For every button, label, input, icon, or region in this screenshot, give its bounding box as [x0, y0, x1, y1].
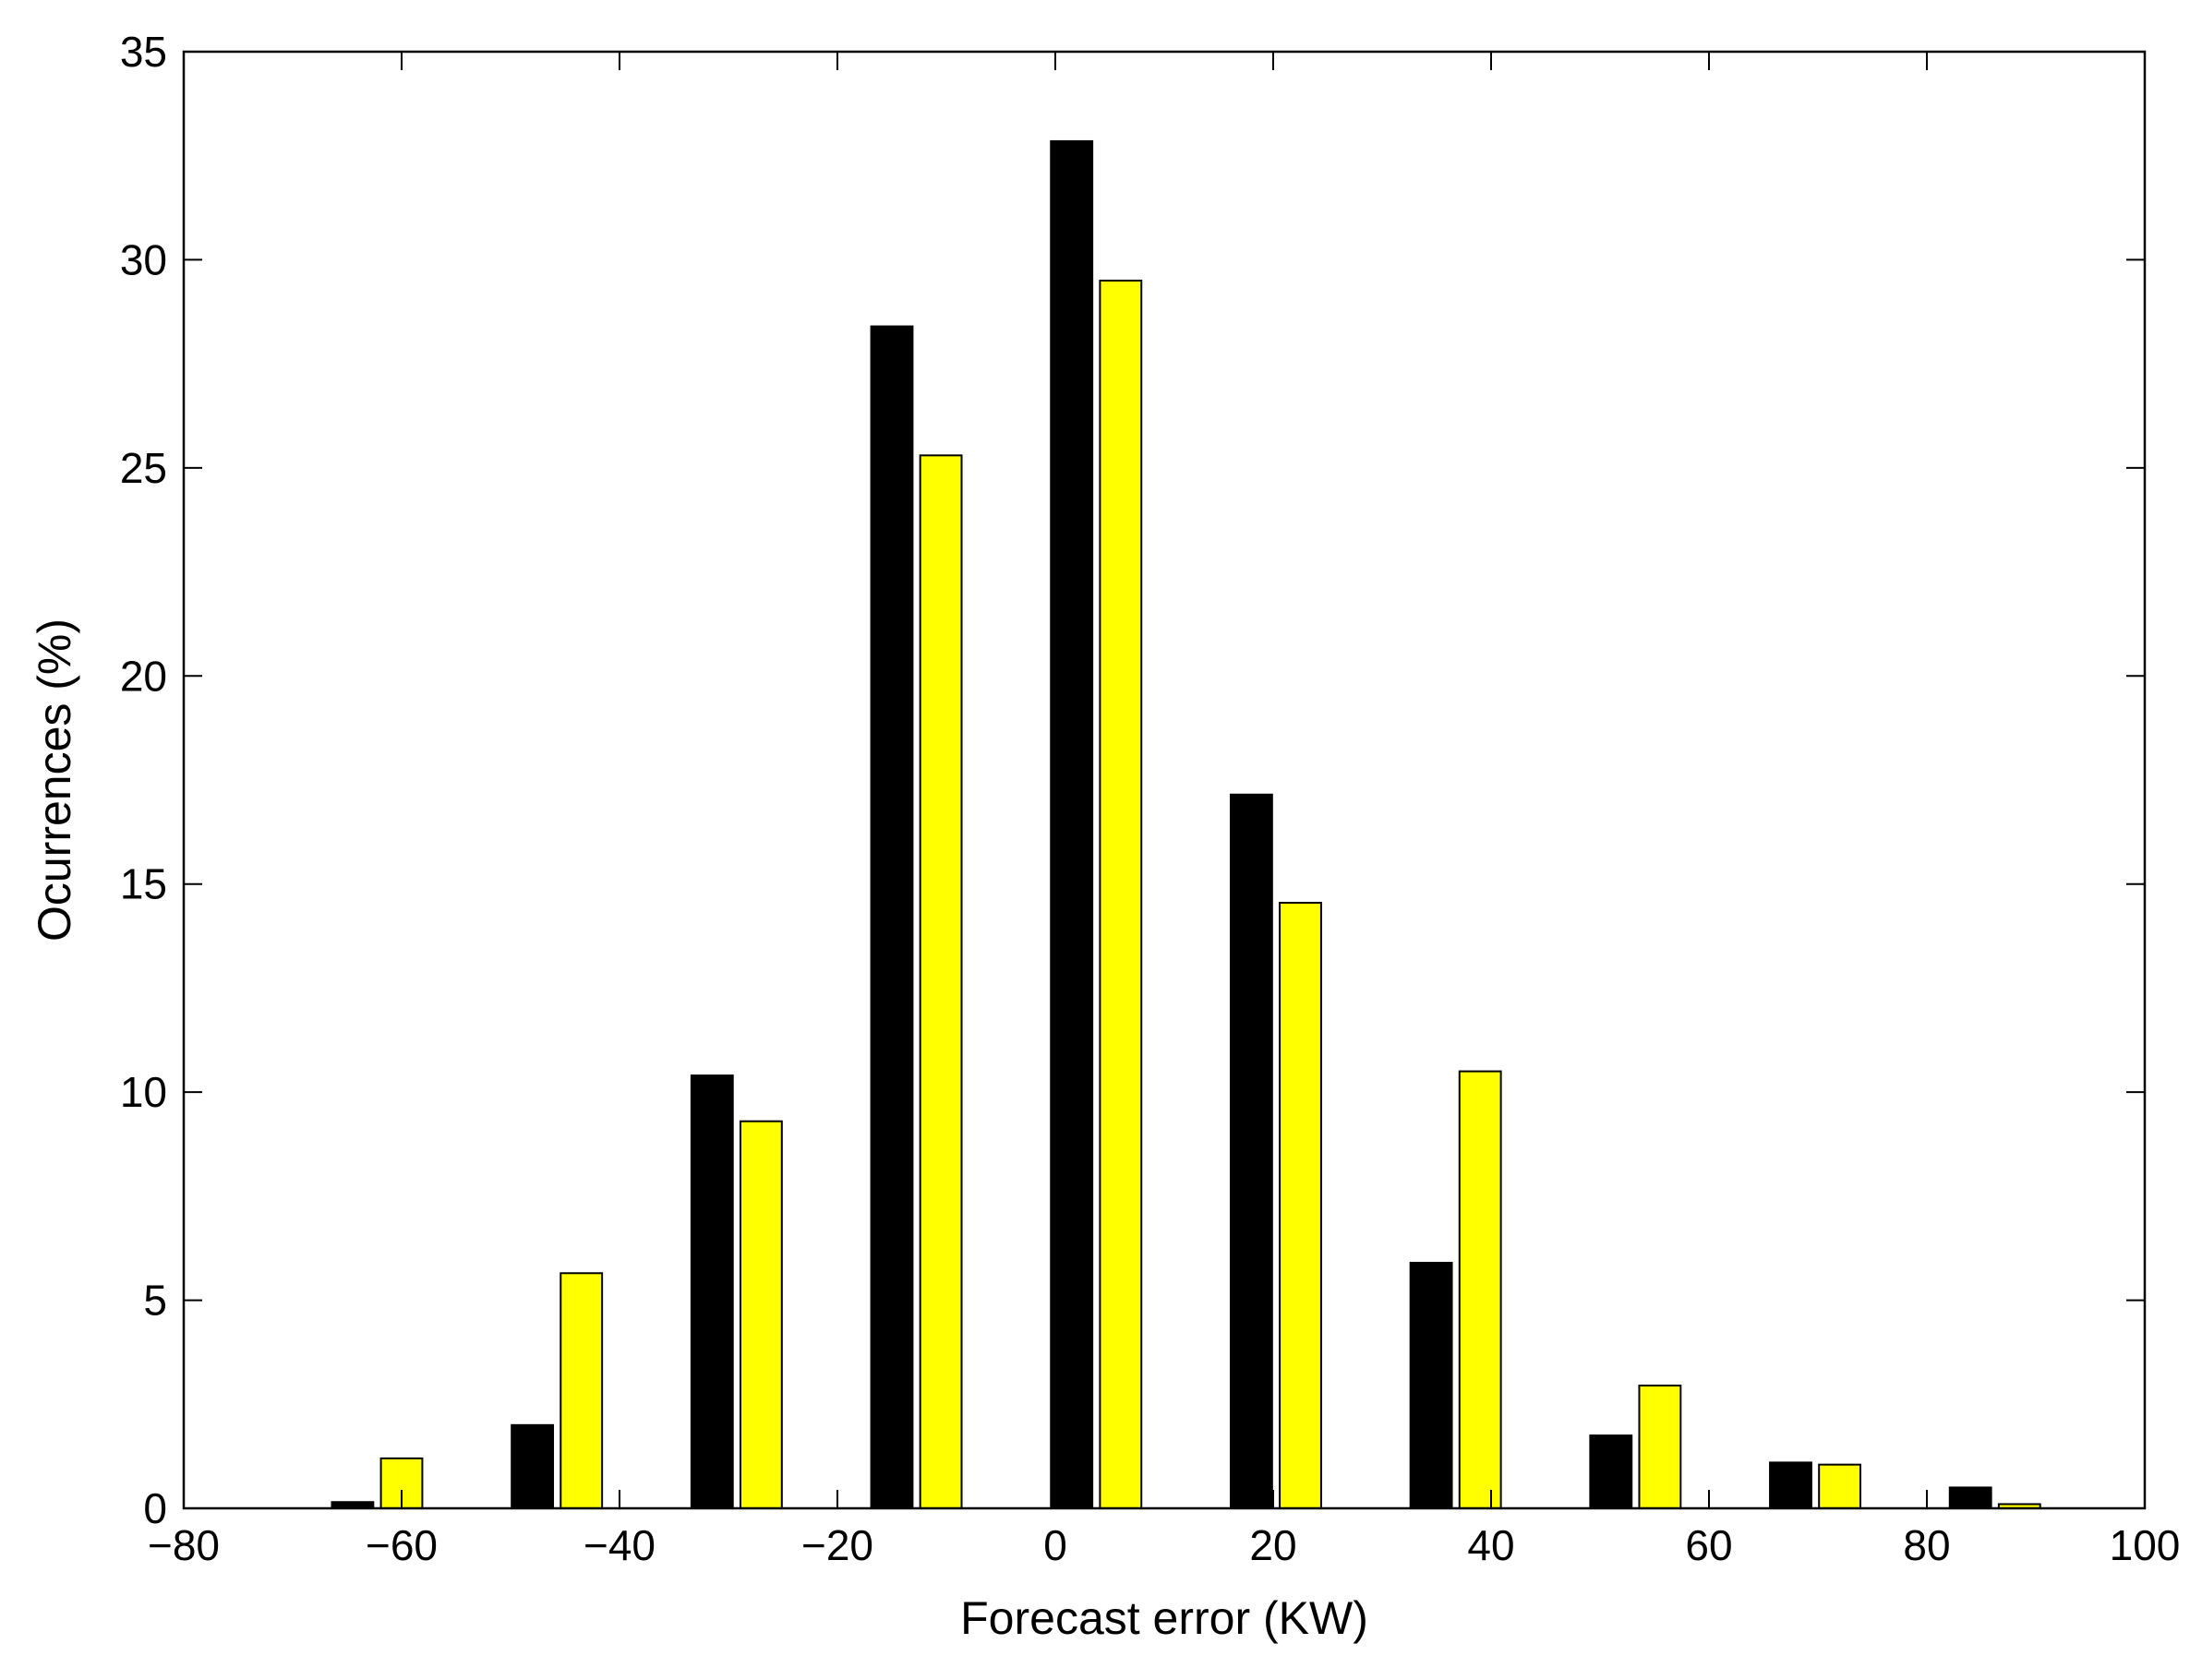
x-axis-title: Forecast error (KW) [960, 1592, 1368, 1644]
tick-labels-layer: −80 −60 −40 −20 0 20 40 60 80 100 0 5 10 15 20 25 30 35 [120, 28, 2181, 1569]
bar-series-2-2 [739, 1120, 783, 1509]
y-tick-label-2: 10 [120, 1068, 167, 1116]
bar-series-2-4 [1099, 279, 1143, 1510]
bar-series-1-6 [1409, 1261, 1453, 1509]
y-tick-label-3: 15 [120, 860, 167, 908]
x-tick-label-8: 80 [1903, 1521, 1950, 1569]
x-tick-label-2: −40 [584, 1521, 656, 1569]
bar-series-2-1 [560, 1272, 604, 1510]
bars-layer [331, 139, 2041, 1510]
x-tick-label-9: 100 [2110, 1521, 2181, 1569]
y-tick-label-5: 25 [120, 444, 167, 492]
x-tick-label-5: 20 [1249, 1521, 1296, 1569]
x-tick-label-3: −20 [801, 1521, 873, 1569]
plot-area-frame [182, 50, 2147, 1510]
bar-series-1-1 [511, 1423, 555, 1509]
bar-series-2-6 [1458, 1070, 1502, 1509]
x-tick-label-0: −80 [148, 1521, 220, 1569]
y-tick-label-4: 20 [120, 652, 167, 700]
bar-series-2-3 [919, 454, 963, 1510]
bar-series-2-7 [1638, 1385, 1682, 1509]
y-axis-title: Ocurrences (%) [29, 618, 80, 942]
bar-series-2-0 [379, 1457, 424, 1510]
bar-series-1-5 [1229, 793, 1273, 1509]
x-tick-label-4: 0 [1043, 1521, 1067, 1569]
x-tick-label-7: 60 [1685, 1521, 1732, 1569]
bar-series-1-2 [690, 1074, 734, 1509]
bar-series-2-5 [1279, 902, 1322, 1509]
ticks-layer [183, 51, 2146, 1509]
bar-series-1-4 [1050, 139, 1094, 1509]
y-tick-label-1: 5 [143, 1277, 167, 1325]
y-tick-label-7: 35 [120, 28, 167, 76]
bar-series-1-9 [1948, 1486, 1992, 1509]
bar-series-1-3 [870, 325, 914, 1510]
bar-series-2-8 [1818, 1463, 1862, 1510]
bar-series-1-7 [1589, 1434, 1633, 1509]
y-tick-label-6: 30 [120, 235, 167, 283]
x-tick-label-6: 40 [1467, 1521, 1514, 1569]
x-tick-label-1: −60 [366, 1521, 438, 1569]
y-tick-label-0: 0 [143, 1484, 167, 1532]
bar-series-1-8 [1769, 1461, 1812, 1510]
